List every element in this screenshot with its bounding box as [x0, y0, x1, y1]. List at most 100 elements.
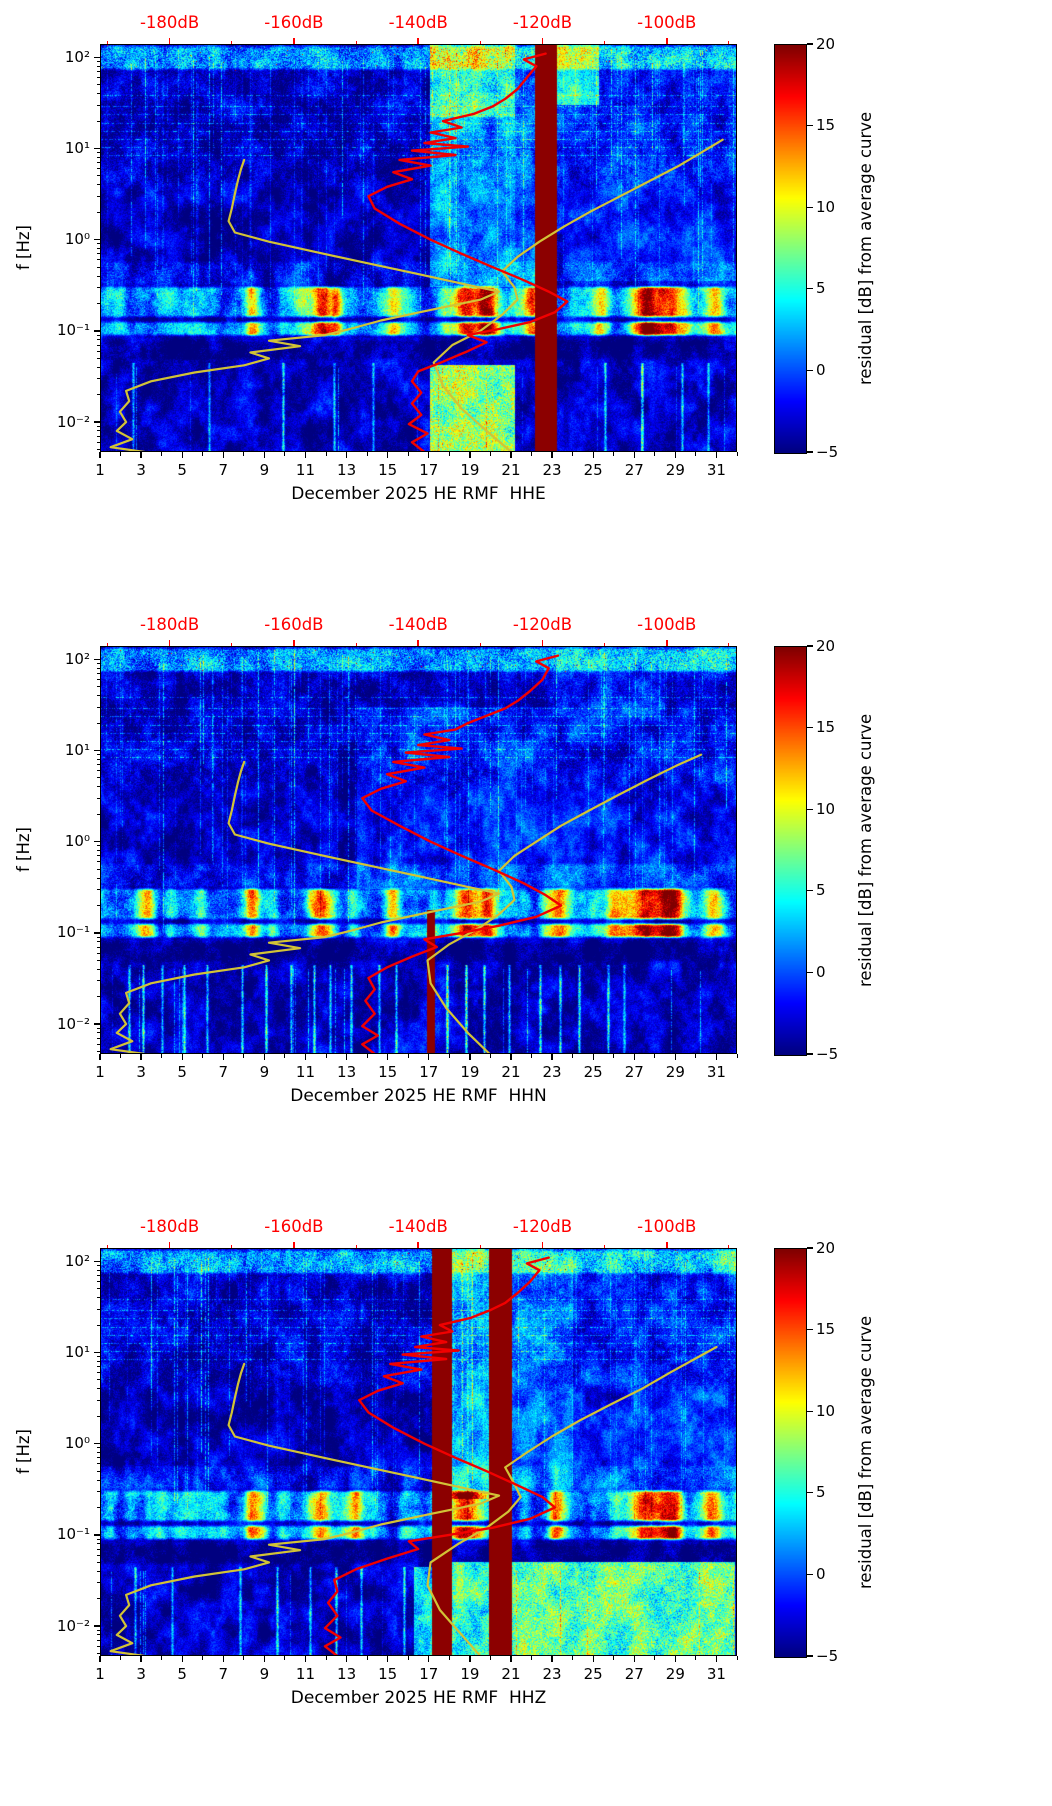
x-minor-tick — [202, 1054, 204, 1058]
spectrogram-heatmap-hhz — [100, 1248, 737, 1656]
x-major-tick — [592, 452, 594, 458]
x-minor-tick — [489, 452, 491, 456]
x-minor-tick — [448, 1656, 450, 1660]
y-minor-tick — [96, 77, 100, 79]
spectrogram-panel-hhe: f [Hz] December 2025 HE RMF HHE residual… — [0, 0, 1052, 602]
y-minor-tick — [96, 120, 100, 122]
top-axis-minor-tick — [604, 40, 606, 44]
x-minor-tick — [613, 1054, 615, 1058]
x-tick-label: 25 — [583, 461, 603, 479]
x-major-tick — [469, 1656, 471, 1662]
x-tick-label: 11 — [295, 1063, 316, 1081]
x-minor-tick — [531, 1656, 533, 1660]
x-minor-tick — [489, 1656, 491, 1660]
x-major-tick — [428, 1054, 430, 1060]
x-minor-tick — [407, 452, 409, 456]
top-axis-label: -100dB — [637, 13, 697, 32]
y-minor-tick — [96, 695, 100, 697]
colorbar-tick-label: 20 — [816, 1238, 836, 1257]
y-major-tick — [94, 421, 100, 423]
y-major-tick — [94, 147, 100, 150]
top-axis-label: -160dB — [264, 1217, 324, 1236]
colorbar-tick — [806, 43, 813, 45]
y-minor-tick — [96, 1399, 100, 1401]
y-major-tick — [94, 1625, 100, 1627]
spectrogram-panel-hhn: f [Hz] December 2025 HE RMF HHN residual… — [0, 602, 1052, 1204]
y-minor-tick — [96, 357, 100, 359]
y-minor-tick — [96, 70, 100, 72]
x-major-tick — [715, 1656, 718, 1662]
y-minor-tick — [96, 1645, 100, 1647]
x-tick-label: 3 — [136, 1063, 146, 1081]
y-minor-tick — [96, 855, 100, 857]
top-axis-minor-tick — [231, 642, 233, 646]
y-minor-tick — [96, 1634, 100, 1636]
y-minor-tick — [96, 104, 100, 106]
y-minor-tick — [96, 286, 100, 288]
x-major-tick — [592, 1054, 594, 1060]
top-axis-minor-tick — [106, 40, 108, 44]
x-tick-label: 23 — [542, 461, 562, 479]
y-minor-tick — [96, 1538, 100, 1540]
x-major-tick — [263, 1054, 266, 1060]
x-minor-tick — [654, 1054, 656, 1058]
x-major-tick — [181, 1656, 183, 1662]
top-axis-major-tick — [666, 640, 668, 646]
x-tick-label: 1 — [95, 1665, 105, 1683]
x-major-tick — [551, 452, 553, 458]
y-minor-tick — [96, 1051, 100, 1053]
spectrogram-heatmap-hhe — [100, 44, 737, 452]
top-axis-major-tick — [541, 38, 544, 44]
y-minor-tick — [96, 1366, 100, 1368]
y-major-tick — [94, 330, 100, 332]
x-tick-label: 7 — [218, 1665, 229, 1683]
colorbar-tick — [806, 1573, 813, 1576]
x-major-tick — [674, 1656, 676, 1662]
x-tick-label: 23 — [542, 1063, 562, 1081]
top-axis-major-tick — [417, 640, 419, 646]
colorbar-tick-label: −5 — [816, 1044, 839, 1063]
x-minor-tick — [161, 1656, 163, 1660]
x-minor-tick — [489, 1054, 491, 1058]
y-minor-tick — [96, 253, 100, 255]
y-minor-tick — [96, 1415, 100, 1417]
colorbar-tick — [806, 206, 813, 208]
top-axis-major-tick — [168, 38, 171, 44]
y-minor-tick — [96, 1037, 100, 1039]
colorbar-tick — [806, 1053, 813, 1055]
x-tick-label: 13 — [337, 461, 357, 479]
top-axis-minor-tick — [479, 40, 481, 44]
y-minor-tick — [96, 1297, 100, 1299]
y-minor-tick — [96, 175, 100, 177]
y-minor-tick — [96, 425, 100, 427]
y-minor-tick — [96, 1043, 100, 1045]
x-major-tick — [387, 1656, 389, 1662]
y-minor-tick — [96, 877, 100, 879]
spectrogram-panel-hhz: f [Hz] December 2025 HE RMF HHZ residual… — [0, 1204, 1052, 1806]
x-major-tick — [551, 1656, 553, 1662]
x-minor-tick — [243, 1054, 245, 1058]
top-axis-label: -120dB — [512, 1217, 573, 1236]
colorbar-tick — [806, 1247, 813, 1249]
y-minor-tick — [96, 366, 100, 368]
y-minor-tick — [96, 980, 100, 982]
x-major-tick — [140, 1054, 142, 1060]
x-tick-label: 11 — [295, 461, 316, 479]
colorbar-tick-label: −5 — [816, 1646, 839, 1665]
colorbar-tick — [806, 124, 813, 127]
colorbar-tick-label: 15 — [816, 116, 836, 135]
colorbar-tick — [806, 1410, 813, 1412]
x-major-tick — [263, 452, 266, 458]
y-minor-tick — [96, 339, 100, 341]
x-major-tick — [633, 1054, 635, 1060]
x-major-tick — [140, 1656, 142, 1662]
y-tick-label: 10⁰ — [64, 832, 90, 851]
colorbar-tick — [806, 1655, 813, 1657]
y-minor-tick — [96, 868, 100, 870]
x-major-tick — [345, 1054, 348, 1060]
x-minor-tick — [531, 1054, 533, 1058]
y-minor-tick — [96, 449, 100, 451]
y-minor-tick — [96, 152, 100, 154]
y-minor-tick — [96, 1324, 100, 1326]
y-tick-label: 10⁻² — [56, 1616, 90, 1635]
